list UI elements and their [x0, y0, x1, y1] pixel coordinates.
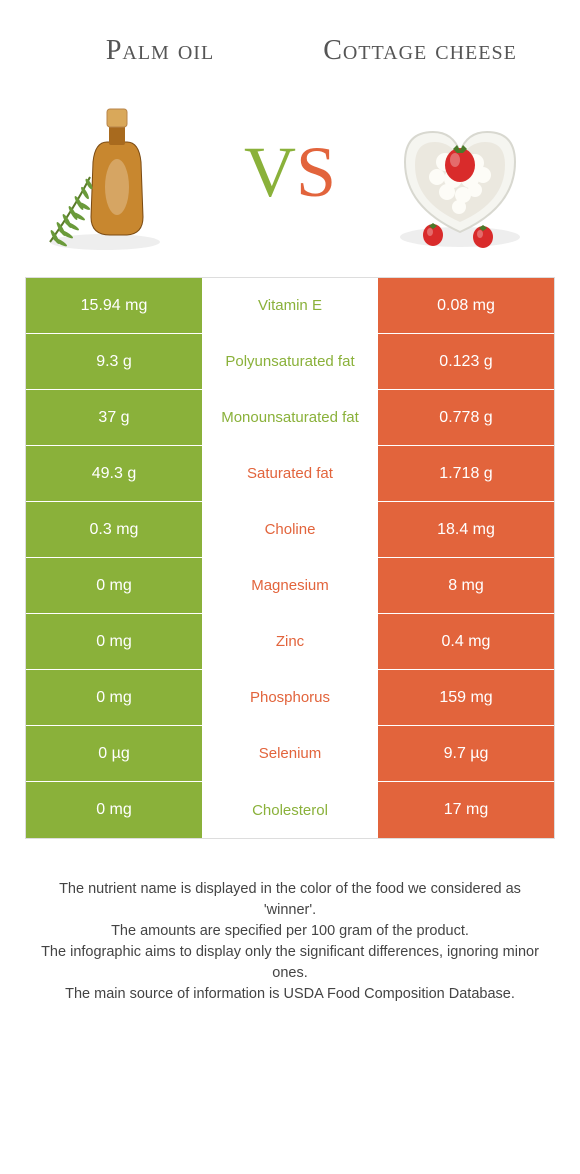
left-value-cell: 49.3 g — [26, 446, 202, 501]
left-value-cell: 0 mg — [26, 782, 202, 838]
table-row: 0 mgMagnesium8 mg — [26, 558, 554, 614]
left-value-cell: 0 mg — [26, 558, 202, 613]
vs-label: VS — [244, 131, 336, 214]
table-row: 0 mgZinc0.4 mg — [26, 614, 554, 670]
nutrient-name-cell: Cholesterol — [202, 782, 378, 838]
comparison-table: 15.94 mgVitamin E0.08 mg9.3 gPolyunsatur… — [25, 277, 555, 839]
table-row: 0 mgCholesterol17 mg — [26, 782, 554, 838]
nutrient-name-cell: Selenium — [202, 726, 378, 781]
images-row: VS — [0, 77, 580, 277]
cottage-cheese-icon — [375, 87, 545, 257]
nutrient-name-cell: Choline — [202, 502, 378, 557]
table-row: 9.3 gPolyunsaturated fat0.123 g — [26, 334, 554, 390]
right-value-cell: 0.4 mg — [378, 614, 554, 669]
nutrient-name-cell: Saturated fat — [202, 446, 378, 501]
left-value-cell: 0.3 mg — [26, 502, 202, 557]
right-value-cell: 0.08 mg — [378, 278, 554, 333]
right-value-cell: 8 mg — [378, 558, 554, 613]
table-row: 15.94 mgVitamin E0.08 mg — [26, 278, 554, 334]
nutrient-name-cell: Polyunsaturated fat — [202, 334, 378, 389]
table-row: 0 µgSelenium9.7 µg — [26, 726, 554, 782]
footer-line-3: The infographic aims to display only the… — [35, 942, 545, 984]
right-value-cell: 0.778 g — [378, 390, 554, 445]
right-value-cell: 1.718 g — [378, 446, 554, 501]
table-row: 0.3 mgCholine18.4 mg — [26, 502, 554, 558]
nutrient-name-cell: Magnesium — [202, 558, 378, 613]
right-value-cell: 17 mg — [378, 782, 554, 838]
left-value-cell: 15.94 mg — [26, 278, 202, 333]
footer-line-1: The nutrient name is displayed in the co… — [35, 879, 545, 921]
table-row: 37 gMonounsaturated fat0.778 g — [26, 390, 554, 446]
palm-oil-image — [35, 87, 205, 257]
palm-oil-icon — [35, 87, 205, 257]
footer-line-2: The amounts are specified per 100 gram o… — [35, 921, 545, 942]
footer-line-4: The main source of information is USDA F… — [35, 984, 545, 1005]
vs-s-letter: S — [296, 132, 336, 212]
right-food-title: Cottage cheese — [280, 35, 540, 67]
nutrient-name-cell: Phosphorus — [202, 670, 378, 725]
header: Palm oil Cottage cheese — [0, 0, 580, 77]
nutrient-name-cell: Monounsaturated fat — [202, 390, 378, 445]
right-value-cell: 0.123 g — [378, 334, 554, 389]
nutrient-name-cell: Vitamin E — [202, 278, 378, 333]
left-value-cell: 37 g — [26, 390, 202, 445]
nutrient-name-cell: Zinc — [202, 614, 378, 669]
table-row: 0 mgPhosphorus159 mg — [26, 670, 554, 726]
footer-notes: The nutrient name is displayed in the co… — [0, 839, 580, 1005]
vs-v-letter: V — [244, 132, 296, 212]
table-row: 49.3 gSaturated fat1.718 g — [26, 446, 554, 502]
right-value-cell: 9.7 µg — [378, 726, 554, 781]
right-value-cell: 159 mg — [378, 670, 554, 725]
right-value-cell: 18.4 mg — [378, 502, 554, 557]
cottage-cheese-image — [375, 87, 545, 257]
left-value-cell: 0 mg — [26, 670, 202, 725]
left-value-cell: 0 µg — [26, 726, 202, 781]
left-food-title: Palm oil — [40, 35, 280, 67]
left-value-cell: 9.3 g — [26, 334, 202, 389]
left-value-cell: 0 mg — [26, 614, 202, 669]
